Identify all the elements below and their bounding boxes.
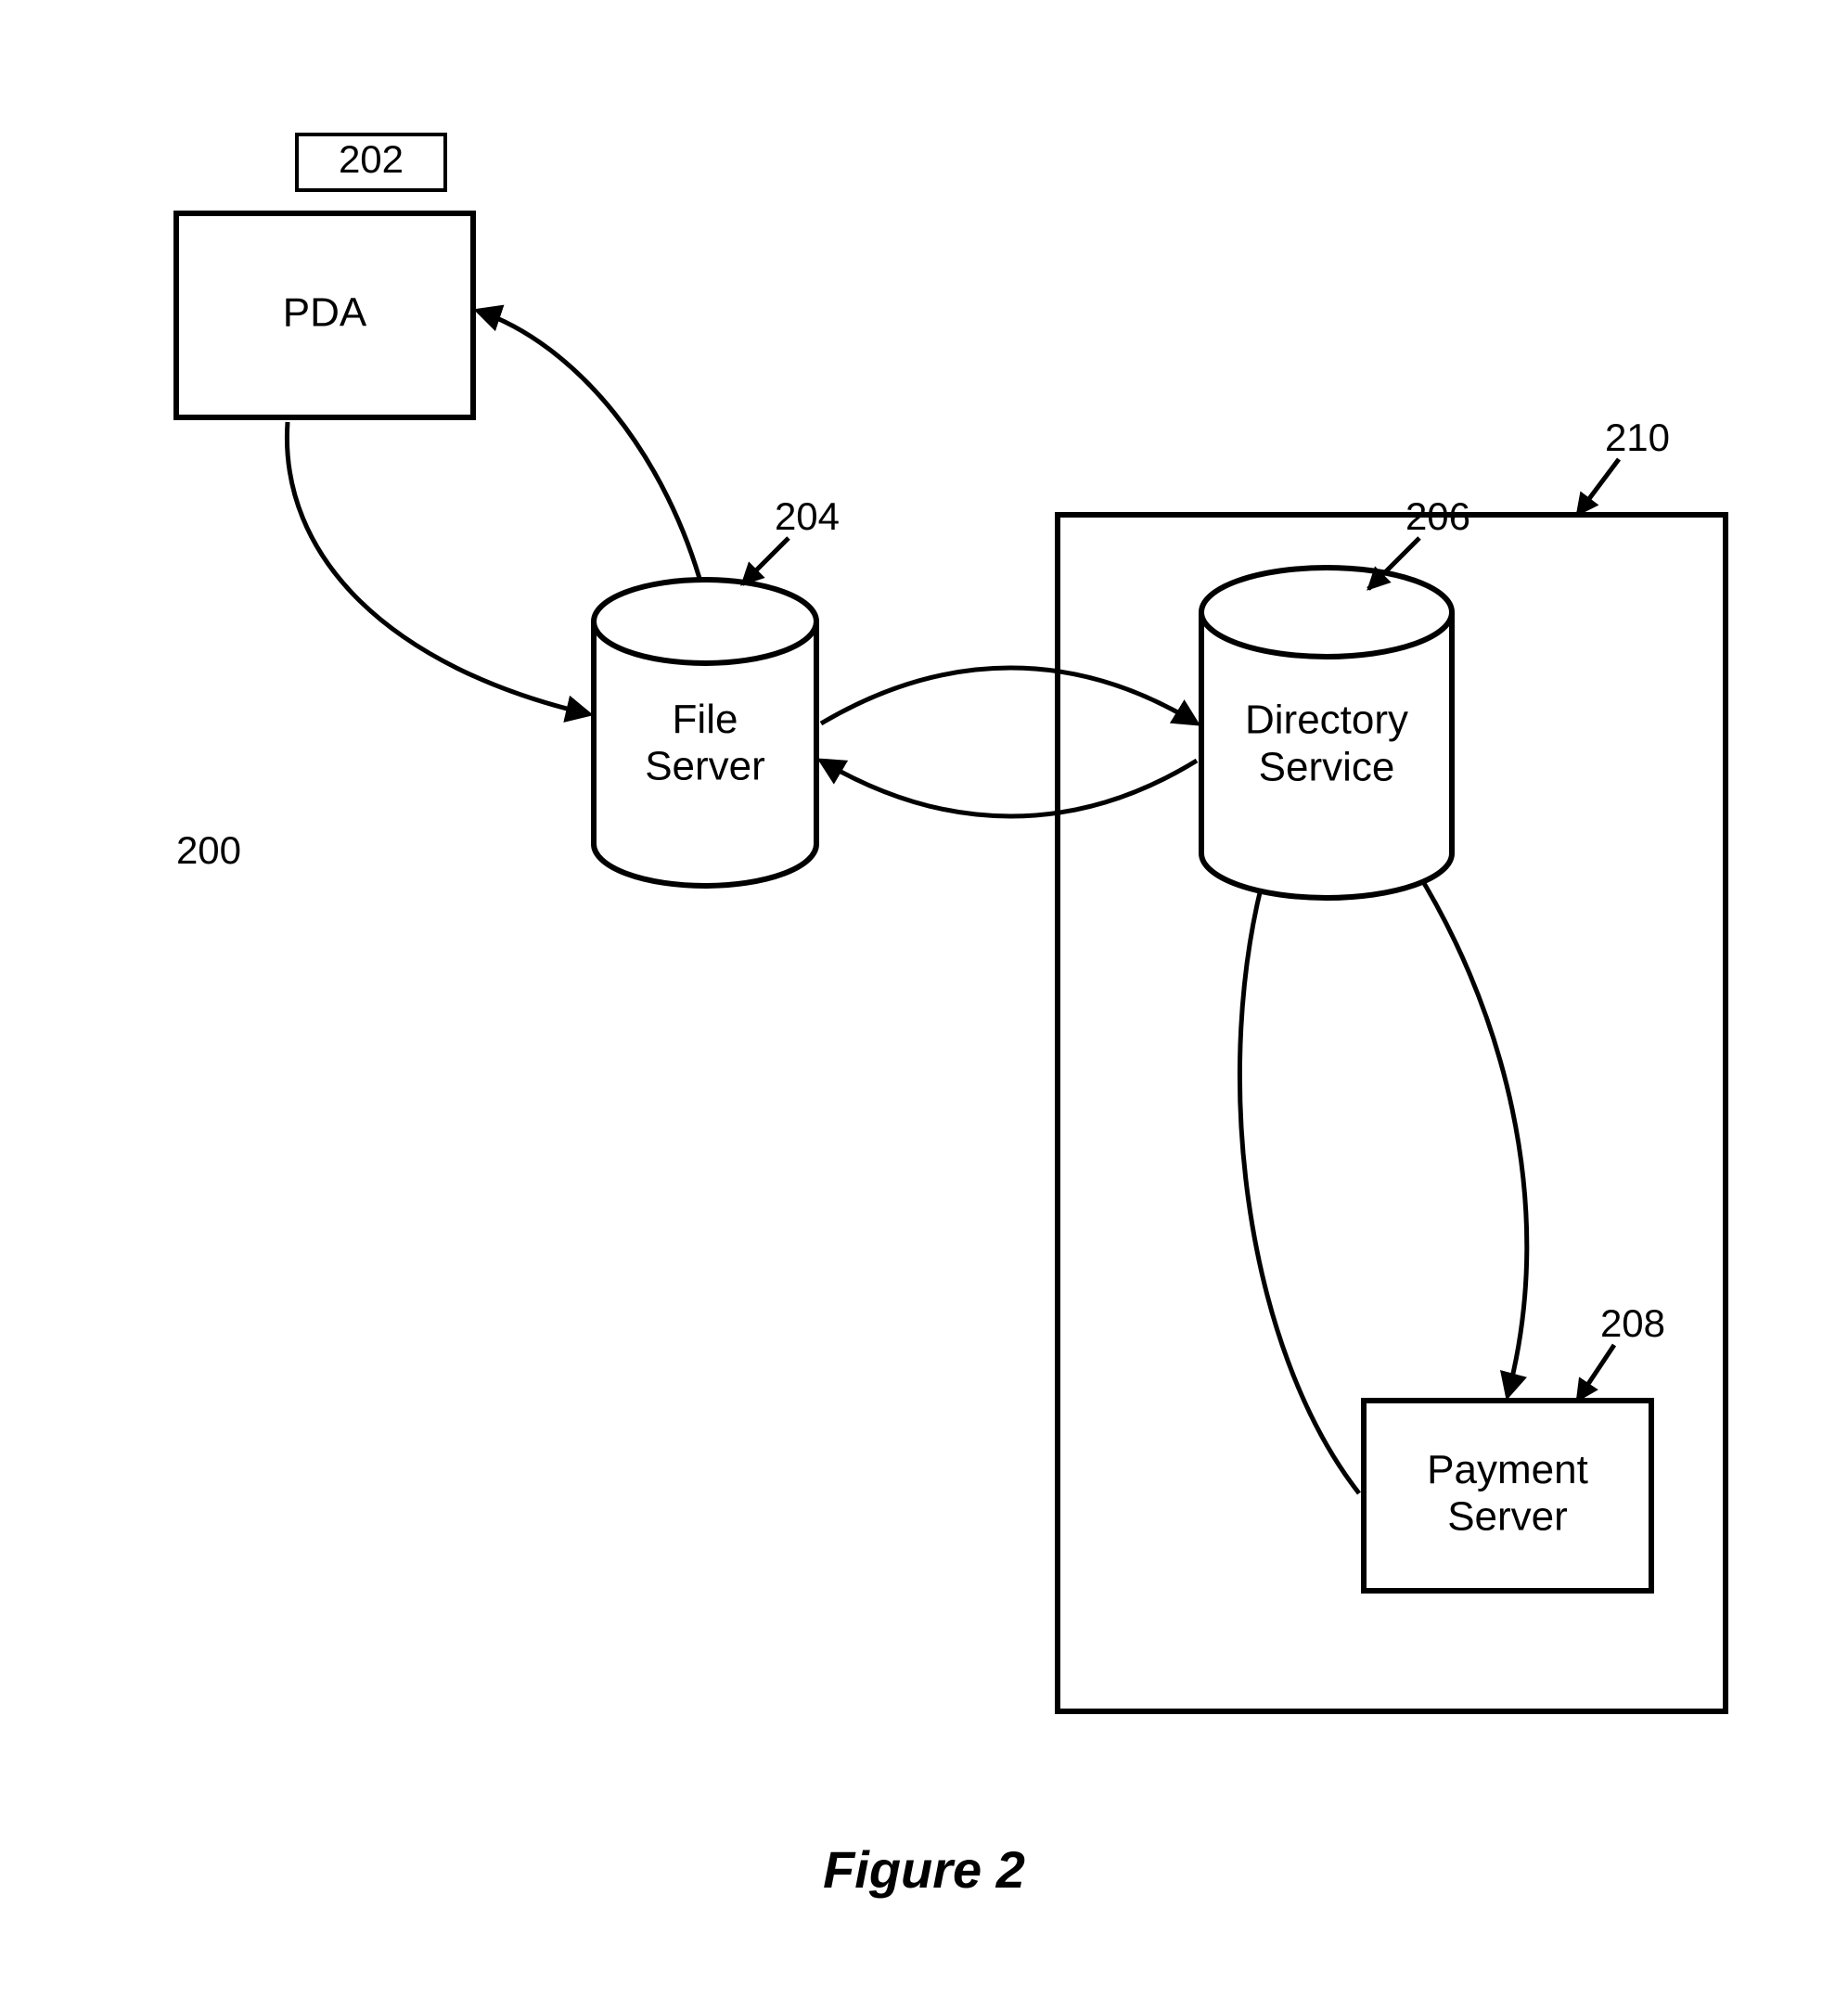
file-server-node-label: File <box>673 697 738 742</box>
ref-r206-label: 206 <box>1405 494 1470 538</box>
ref-r200: 200 <box>176 828 241 872</box>
payment-server-node: PaymentServer <box>1364 1401 1651 1591</box>
ref-r210: 210 <box>1577 416 1670 515</box>
figure-label: Figure 2 <box>823 1840 1025 1899</box>
ref-r200-label: 200 <box>176 828 241 872</box>
pda-node-label: PDA <box>283 290 367 336</box>
edge-3 <box>821 761 1197 816</box>
edges <box>287 311 1526 1493</box>
ref-r210-label: 210 <box>1605 416 1670 459</box>
edge-5 <box>1239 867 1359 1493</box>
ref-r202-label: 202 <box>339 137 404 181</box>
ref-r204: 204 <box>742 494 840 584</box>
ref-r204-label: 204 <box>775 494 840 538</box>
file-server-node: FileServer <box>594 580 816 886</box>
edge-0 <box>287 422 589 714</box>
ref-r202: 202 <box>297 134 445 190</box>
payment-server-node-label: Payment <box>1427 1447 1588 1492</box>
directory-service-node-label: Service <box>1259 744 1395 789</box>
directory-service-node-label: Directory <box>1245 698 1408 743</box>
pda-node: PDA <box>176 213 473 417</box>
edge-1 <box>478 311 705 598</box>
edge-2 <box>821 668 1197 723</box>
ref-r206: 206 <box>1368 494 1470 589</box>
ref-r208-label: 208 <box>1600 1301 1665 1345</box>
file-server-node-label: Server <box>645 743 765 788</box>
directory-service-node: DirectoryService <box>1201 568 1452 898</box>
payment-server-node-label: Server <box>1447 1493 1568 1539</box>
ref-r208: 208 <box>1577 1301 1665 1401</box>
edge-4 <box>1405 853 1527 1396</box>
